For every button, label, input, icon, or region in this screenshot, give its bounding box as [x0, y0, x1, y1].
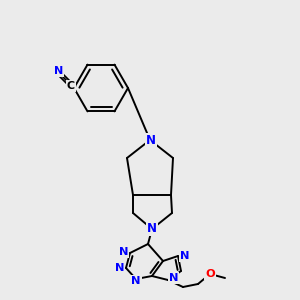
- Text: N: N: [118, 247, 128, 257]
- Text: C: C: [67, 81, 75, 91]
- Text: N: N: [180, 251, 190, 261]
- Text: N: N: [147, 223, 157, 236]
- Text: O: O: [205, 269, 215, 279]
- Text: N: N: [54, 66, 63, 76]
- Text: N: N: [115, 263, 124, 273]
- Text: N: N: [131, 276, 141, 286]
- Text: N: N: [146, 134, 156, 146]
- Text: N: N: [169, 273, 178, 283]
